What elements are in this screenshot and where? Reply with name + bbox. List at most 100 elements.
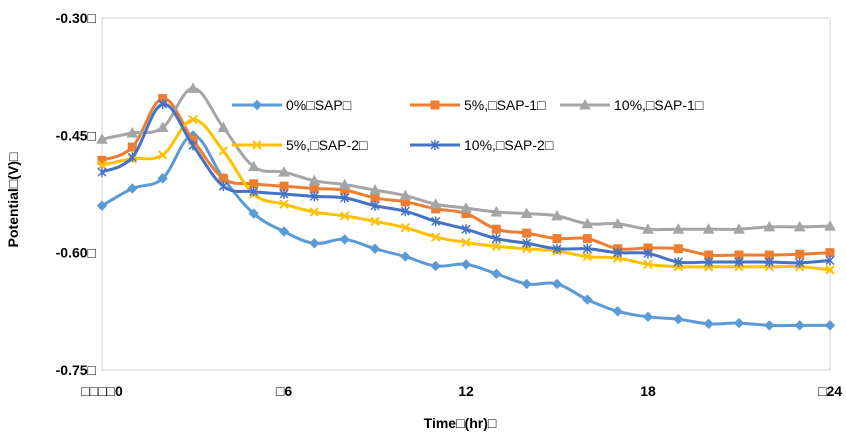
- data-point: [309, 191, 319, 202]
- data-point: [582, 243, 592, 254]
- data-point: [157, 173, 168, 184]
- data-point: [217, 121, 230, 133]
- data-point: [218, 181, 228, 192]
- x-axis-title: Time□(hr)□: [424, 415, 497, 431]
- data-point: [309, 238, 320, 249]
- data-point: [156, 121, 169, 133]
- data-point: [97, 160, 107, 170]
- data-point: [430, 260, 441, 272]
- y-tick-label: -0.60□: [56, 245, 97, 261]
- data-point: [582, 251, 593, 262]
- data-point: [126, 126, 139, 138]
- data-point: [188, 140, 198, 151]
- data-point: [794, 320, 805, 331]
- data-point: [582, 294, 593, 305]
- data-point: [491, 233, 501, 244]
- data-point: [642, 223, 654, 234]
- data-point: [824, 220, 836, 231]
- data-point: [252, 140, 262, 150]
- legend-label: 5%,□SAP-2□: [286, 137, 368, 153]
- data-point: [673, 257, 683, 268]
- data-point: [579, 98, 591, 110]
- data-point: [703, 318, 714, 330]
- x-axis-ticks: □□□□0 □6 12 18 □24: [81, 383, 842, 399]
- data-point: [733, 317, 745, 329]
- data-point: [460, 202, 472, 213]
- series-2: [97, 94, 835, 260]
- legend-label: 10%,□SAP-1□: [614, 97, 704, 113]
- data-point: [582, 234, 592, 244]
- data-point: [279, 189, 289, 199]
- data-point: [309, 207, 320, 217]
- data-point: [400, 251, 411, 262]
- data-point: [400, 222, 411, 233]
- data-point: [96, 200, 108, 211]
- data-point: [430, 100, 440, 110]
- data-point: [249, 186, 259, 197]
- data-point: [552, 234, 562, 244]
- data-point: [793, 220, 806, 232]
- data-point: [127, 142, 137, 152]
- data-point: [308, 174, 321, 186]
- data-point: [400, 206, 410, 217]
- data-point: [702, 223, 715, 234]
- data-point: [279, 181, 289, 191]
- y-axis-ticks: -0.30□ -0.45□ -0.60□ -0.75□: [56, 10, 97, 378]
- data-point: [369, 184, 381, 195]
- data-point: [127, 152, 137, 163]
- data-point: [490, 205, 503, 217]
- data-point: [340, 192, 350, 203]
- data-point: [672, 223, 685, 234]
- x-tick-label: □6: [276, 383, 292, 399]
- data-point: [491, 268, 502, 279]
- data-point: [642, 311, 654, 323]
- data-point: [613, 247, 623, 258]
- legend-item-2: 5%,□SAP-1□: [410, 97, 546, 113]
- x-tick-label: □24: [818, 383, 842, 399]
- data-point: [249, 179, 259, 189]
- x-tick-label: □□□□0: [81, 383, 123, 399]
- data-point: [520, 207, 533, 219]
- data-point: [369, 243, 381, 254]
- data-point: [491, 241, 502, 252]
- legend-item-1: 0%□SAP□: [232, 97, 352, 113]
- data-point: [522, 238, 532, 249]
- data-point: [733, 223, 745, 234]
- data-point: [521, 278, 532, 290]
- data-point: [188, 114, 198, 125]
- data-point: [339, 234, 350, 245]
- data-point: [734, 257, 744, 268]
- legend-item-5: 10%,□SAP-2□: [410, 137, 554, 153]
- data-point: [370, 200, 380, 211]
- data-point: [339, 211, 350, 221]
- data-point: [97, 167, 107, 178]
- data-point: [309, 184, 319, 194]
- data-point: [764, 320, 775, 331]
- data-point: [96, 133, 108, 144]
- data-point: [611, 217, 624, 229]
- legend-item-3: 10%,□SAP-1□: [560, 97, 704, 113]
- legend-label: 0%□SAP□: [286, 97, 352, 113]
- data-point: [795, 249, 805, 259]
- data-point: [825, 248, 835, 258]
- y-axis-title: Potential□(V)□: [5, 152, 21, 247]
- data-point: [763, 220, 776, 232]
- data-point: [612, 306, 623, 317]
- data-point: [127, 183, 138, 194]
- data-point: [551, 278, 563, 290]
- data-point: [825, 255, 835, 266]
- series-layer: [96, 82, 836, 331]
- plot-area-frame: [101, 17, 831, 371]
- data-point: [429, 198, 442, 209]
- legend-label: 10%,□SAP-2□: [464, 137, 554, 153]
- y-tick-label: -0.45□: [56, 127, 97, 143]
- x-tick-label: 12: [458, 383, 474, 399]
- data-point: [430, 140, 440, 150]
- x-tick-label: 18: [640, 383, 656, 399]
- data-point: [795, 257, 805, 268]
- data-point: [825, 265, 835, 275]
- data-point: [431, 216, 441, 227]
- data-point: [491, 224, 501, 234]
- data-point: [278, 166, 290, 177]
